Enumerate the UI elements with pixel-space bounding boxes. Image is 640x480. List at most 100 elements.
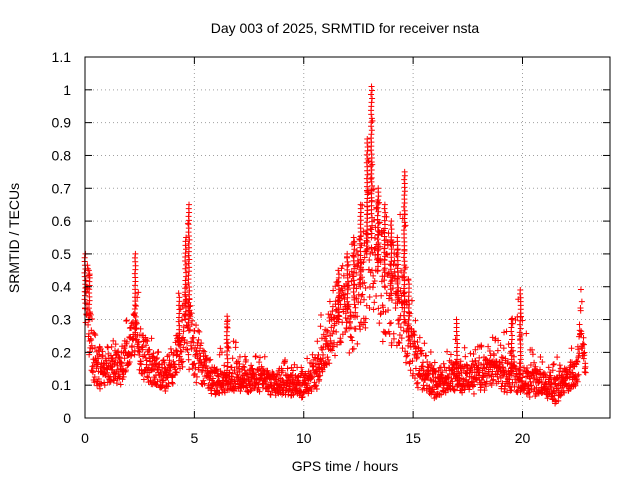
data-point (299, 393, 306, 400)
data-point (177, 341, 184, 348)
data-point (478, 361, 485, 368)
data-point (135, 339, 142, 346)
data-point-peak (405, 317, 412, 324)
data-point-peak (131, 270, 138, 277)
data-point (305, 390, 312, 397)
data-point (228, 364, 235, 371)
data-point (201, 380, 208, 387)
data-point (542, 371, 549, 378)
data-point (99, 352, 106, 359)
data-point (488, 373, 495, 380)
data-point (105, 344, 112, 351)
data-point-peak (182, 312, 189, 319)
data-point (123, 317, 130, 324)
data-point (313, 386, 320, 393)
data-point (393, 342, 400, 349)
data-point (135, 289, 142, 296)
data-point (256, 359, 263, 366)
data-point-peak (344, 258, 351, 265)
data-point (95, 355, 102, 362)
data-point (342, 329, 349, 336)
data-point (495, 378, 502, 385)
data-point (98, 380, 105, 387)
data-point (93, 365, 100, 372)
data-point-peak (350, 250, 357, 257)
data-point (366, 294, 373, 301)
data-point-peak (375, 251, 382, 258)
data-point (402, 222, 409, 229)
data-point-peak (185, 315, 192, 322)
data-point (388, 319, 395, 326)
data-point (236, 353, 243, 360)
data-point (580, 334, 587, 341)
data-point (326, 298, 333, 305)
data-point-peak (176, 294, 183, 301)
data-point (111, 376, 118, 383)
data-point (115, 348, 122, 355)
data-point (186, 366, 193, 373)
data-point (472, 358, 479, 365)
data-point-peak (186, 283, 193, 290)
data-point (412, 317, 419, 324)
data-point (315, 364, 322, 371)
data-point-peak (401, 192, 408, 199)
data-point-peak (357, 201, 364, 208)
data-point (409, 357, 416, 364)
data-point (357, 299, 364, 306)
data-point (499, 354, 506, 361)
data-point (143, 336, 150, 343)
data-point (489, 334, 496, 341)
data-point (514, 387, 521, 394)
data-point (526, 394, 533, 401)
data-point-peak (395, 284, 402, 291)
data-point (330, 287, 337, 294)
data-point (237, 388, 244, 395)
data-point (556, 362, 563, 369)
data-point (509, 315, 516, 322)
data-point (320, 351, 327, 358)
data-point (229, 370, 236, 377)
data-point (126, 358, 133, 365)
data-point (185, 351, 192, 358)
data-point (317, 372, 324, 379)
data-point (261, 353, 268, 360)
data-point-peak (382, 253, 389, 260)
data-point (388, 339, 395, 346)
data-point-peak (186, 264, 193, 271)
data-point (375, 305, 382, 312)
data-point (545, 364, 552, 371)
data-point (434, 384, 441, 391)
data-point (529, 346, 536, 353)
data-point (309, 351, 316, 358)
data-point (357, 326, 364, 333)
plot-frame (84, 56, 611, 419)
data-point (404, 350, 411, 357)
data-point (201, 348, 208, 355)
data-point-peak (368, 162, 375, 169)
data-point (369, 117, 376, 124)
data-point (248, 362, 255, 369)
data-point (154, 355, 161, 362)
data-point (147, 377, 154, 384)
data-point (340, 272, 347, 279)
data-point (235, 365, 242, 372)
data-point (252, 353, 259, 360)
data-point (155, 348, 162, 355)
data-point-peak (86, 308, 93, 315)
data-point-peak (363, 219, 370, 226)
data-point-peak (350, 234, 357, 241)
data-point (483, 383, 490, 390)
data-point (574, 358, 581, 365)
data-point (179, 363, 186, 370)
data-point (581, 349, 588, 356)
data-point (95, 376, 102, 383)
data-point (193, 379, 200, 386)
data-point (448, 375, 455, 382)
data-point-peak (357, 272, 364, 279)
data-point-peak (185, 272, 192, 279)
data-point (198, 340, 205, 347)
data-point (121, 355, 128, 362)
data-point (470, 361, 477, 368)
data-point (187, 302, 194, 309)
